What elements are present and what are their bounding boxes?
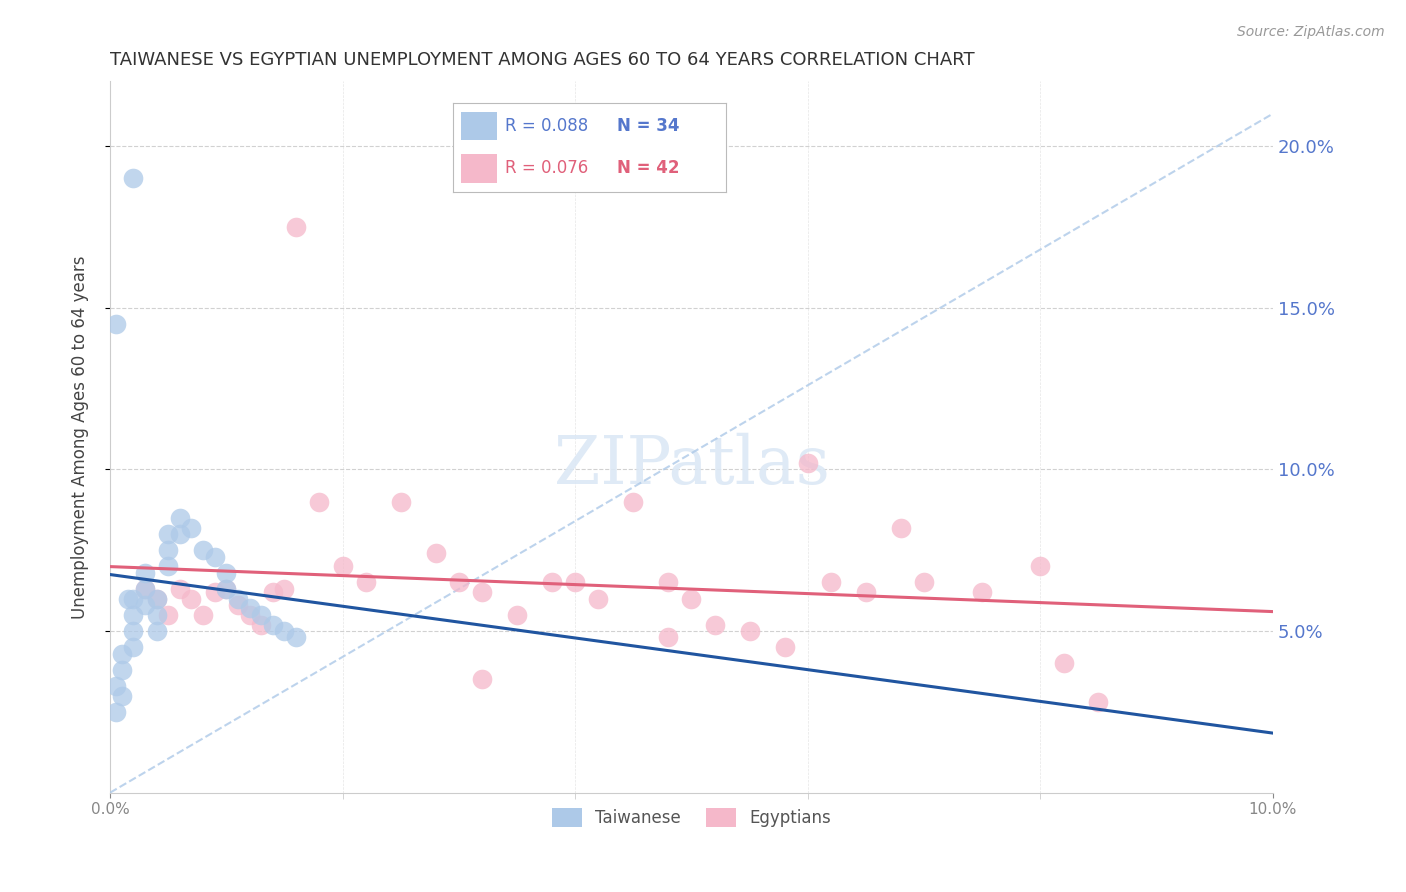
Point bbox=[285, 219, 308, 234]
Point bbox=[157, 559, 180, 574]
Point bbox=[703, 617, 725, 632]
Point bbox=[215, 582, 238, 596]
Point bbox=[122, 171, 145, 186]
Point bbox=[169, 511, 191, 525]
Point bbox=[681, 591, 703, 606]
Point bbox=[773, 640, 796, 655]
Point bbox=[273, 624, 295, 638]
Point bbox=[215, 566, 238, 580]
Point bbox=[122, 640, 145, 655]
Point bbox=[145, 591, 167, 606]
Text: TAIWANESE VS EGYPTIAN UNEMPLOYMENT AMONG AGES 60 TO 64 YEARS CORRELATION CHART: TAIWANESE VS EGYPTIAN UNEMPLOYMENT AMONG… bbox=[110, 51, 974, 69]
Point bbox=[239, 601, 262, 615]
Point bbox=[111, 647, 134, 661]
Point bbox=[204, 549, 226, 564]
Point bbox=[169, 582, 191, 596]
Point bbox=[273, 582, 295, 596]
Point bbox=[447, 575, 470, 590]
Point bbox=[250, 617, 273, 632]
Point bbox=[1052, 657, 1074, 671]
Point bbox=[855, 585, 877, 599]
Point bbox=[285, 631, 308, 645]
Point bbox=[239, 607, 262, 622]
Point bbox=[912, 575, 935, 590]
Point bbox=[621, 494, 644, 508]
Point bbox=[215, 582, 238, 596]
Point bbox=[262, 617, 284, 632]
Point bbox=[471, 585, 494, 599]
Point bbox=[588, 591, 610, 606]
Y-axis label: Unemployment Among Ages 60 to 64 years: Unemployment Among Ages 60 to 64 years bbox=[72, 255, 89, 619]
Point bbox=[157, 543, 180, 558]
Point bbox=[134, 582, 156, 596]
Point bbox=[657, 631, 679, 645]
Point bbox=[308, 494, 330, 508]
Point bbox=[226, 598, 249, 612]
Point bbox=[111, 689, 134, 703]
Point bbox=[332, 559, 354, 574]
Point bbox=[104, 679, 127, 693]
Point bbox=[890, 520, 912, 534]
Point bbox=[104, 705, 127, 719]
Point bbox=[134, 566, 156, 580]
Point bbox=[180, 520, 202, 534]
Point bbox=[797, 456, 820, 470]
Point bbox=[820, 575, 842, 590]
Point bbox=[657, 575, 679, 590]
Point bbox=[122, 591, 145, 606]
Point bbox=[117, 591, 139, 606]
Point bbox=[157, 607, 180, 622]
Point bbox=[541, 575, 564, 590]
Point bbox=[122, 624, 145, 638]
Point bbox=[738, 624, 761, 638]
Point bbox=[145, 624, 167, 638]
Point bbox=[506, 607, 529, 622]
Point bbox=[250, 607, 273, 622]
Point bbox=[111, 663, 134, 677]
Text: Source: ZipAtlas.com: Source: ZipAtlas.com bbox=[1237, 25, 1385, 39]
Point bbox=[145, 607, 167, 622]
Point bbox=[169, 527, 191, 541]
Text: ZIPatlas: ZIPatlas bbox=[554, 433, 830, 498]
Point bbox=[972, 585, 994, 599]
Point bbox=[191, 607, 214, 622]
Point bbox=[354, 575, 377, 590]
Point bbox=[471, 673, 494, 687]
Point bbox=[157, 527, 180, 541]
Point bbox=[1029, 559, 1052, 574]
Point bbox=[134, 598, 156, 612]
Point bbox=[564, 575, 586, 590]
Point bbox=[191, 543, 214, 558]
Legend: Taiwanese, Egyptians: Taiwanese, Egyptians bbox=[546, 802, 838, 834]
Point bbox=[180, 591, 202, 606]
Point bbox=[226, 591, 249, 606]
Point bbox=[1087, 695, 1109, 709]
Point bbox=[425, 546, 447, 560]
Point bbox=[134, 582, 156, 596]
Point bbox=[262, 585, 284, 599]
Point bbox=[389, 494, 412, 508]
Point bbox=[145, 591, 167, 606]
Point bbox=[204, 585, 226, 599]
Point bbox=[104, 317, 127, 331]
Point bbox=[122, 607, 145, 622]
